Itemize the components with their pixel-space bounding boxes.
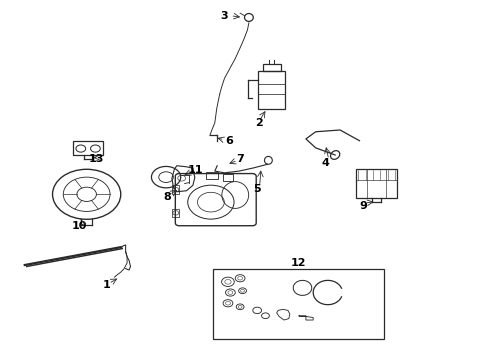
Bar — [213, 269, 384, 339]
Text: 11: 11 — [188, 165, 203, 175]
Bar — [172, 185, 179, 194]
Text: 5: 5 — [253, 184, 261, 194]
Text: 13: 13 — [89, 154, 104, 164]
Text: 12: 12 — [291, 258, 306, 268]
Bar — [356, 169, 397, 198]
Bar — [172, 208, 179, 217]
Text: 7: 7 — [236, 154, 244, 164]
Text: 6: 6 — [225, 136, 233, 147]
Text: 9: 9 — [359, 201, 367, 211]
Bar — [258, 71, 286, 109]
Bar — [263, 64, 281, 71]
Bar — [73, 141, 103, 155]
Bar — [223, 174, 233, 181]
Text: 8: 8 — [163, 192, 171, 202]
Text: 3: 3 — [220, 11, 228, 21]
Bar — [206, 172, 218, 179]
Text: 10: 10 — [72, 221, 87, 231]
Text: 4: 4 — [321, 158, 329, 168]
Text: 2: 2 — [255, 118, 263, 128]
Text: 1: 1 — [102, 280, 110, 291]
